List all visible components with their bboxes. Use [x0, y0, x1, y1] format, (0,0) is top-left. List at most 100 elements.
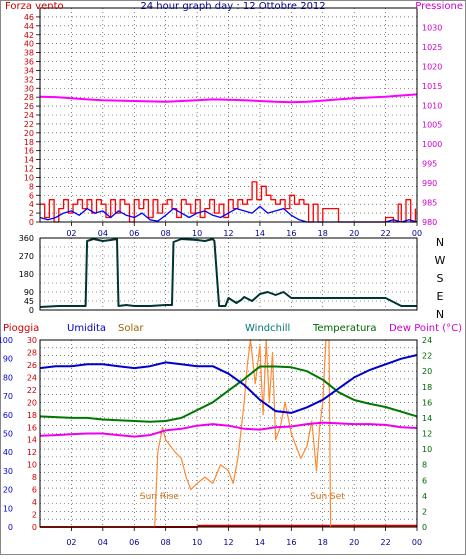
- right-tick-label: 980: [422, 218, 437, 227]
- rain-tick-label: 6: [32, 486, 37, 495]
- left-tick-label: 46: [24, 13, 34, 22]
- temperature-tick-label: 2: [422, 507, 427, 516]
- left-tick-label: 42: [24, 31, 34, 40]
- left-tick-label: 36: [24, 58, 34, 67]
- compass-label: N: [436, 236, 444, 249]
- humidity-tick-label: 0: [8, 523, 13, 532]
- x-tick-label: 04: [98, 229, 108, 238]
- x-tick-label: 18: [318, 229, 328, 238]
- humidity-tick-label: 90: [3, 355, 13, 364]
- x-tick-label: 06: [129, 538, 139, 547]
- left-tick-label: 24: [24, 111, 34, 120]
- temperature-tick-label: 12: [422, 430, 432, 439]
- temperature-tick-label: 24: [422, 336, 432, 345]
- x-tick-label: 14: [255, 229, 265, 238]
- direction-tick-label: 270: [19, 252, 34, 261]
- right-tick-label: 1015: [422, 82, 442, 91]
- rain-tick-label: 10: [27, 461, 37, 470]
- rain-header: Pioggia: [3, 323, 39, 334]
- right-tick-label: 1030: [422, 23, 442, 32]
- sunset-annotation: Sun Set: [310, 492, 345, 502]
- left-tick-label: 20: [24, 129, 34, 138]
- rain-tick-label: 22: [27, 386, 37, 395]
- x-tick-label: 20: [349, 538, 359, 547]
- left-tick-label: 6: [29, 191, 34, 200]
- humidity-tick-label: 70: [3, 392, 13, 401]
- compass-label: N: [436, 308, 444, 321]
- right-tick-label: 1010: [422, 101, 442, 110]
- x-tick-label: 12: [223, 229, 233, 238]
- left-tick-label: 18: [24, 138, 34, 147]
- compass-label: S: [437, 272, 444, 285]
- windchill-header: Windchill: [245, 323, 290, 334]
- rain-tick-label: 8: [32, 473, 37, 482]
- x-tick-label: 22: [380, 229, 390, 238]
- x-tick-label: 04: [98, 538, 108, 547]
- left-tick-label: 38: [24, 49, 34, 58]
- direction-tick-label: 90: [24, 288, 34, 297]
- temperature-tick-label: 14: [422, 414, 432, 423]
- x-tick-label: 08: [161, 229, 171, 238]
- x-tick-label: 10: [192, 229, 202, 238]
- temperature-tick-label: 6: [422, 476, 427, 485]
- rain-tick-label: 20: [27, 398, 37, 407]
- left-tick-label: 8: [29, 182, 34, 191]
- left-tick-label: 28: [24, 93, 34, 102]
- direction-tick-label: 360: [19, 234, 34, 243]
- rain-tick-label: 2: [32, 511, 37, 520]
- x-tick-label: 18: [318, 538, 328, 547]
- compass-label: W: [435, 254, 446, 267]
- left-tick-label: 12: [24, 165, 34, 174]
- rain-tick-label: 12: [27, 448, 37, 457]
- direction-panel-border: [39, 237, 418, 311]
- series-dewpoint: [39, 421, 418, 438]
- x-tick-label: 12: [223, 538, 233, 547]
- compass-label: E: [437, 290, 444, 303]
- direction-tick-label: 180: [19, 270, 34, 279]
- x-tick-label: 08: [161, 538, 171, 547]
- left-tick-label: 44: [24, 22, 34, 31]
- series-solar: [40, 339, 417, 528]
- x-tick-label: 10: [192, 538, 202, 547]
- right-tick-label: 1000: [422, 140, 442, 149]
- series-pressure: [39, 93, 418, 104]
- x-tick-label: 06: [129, 229, 139, 238]
- rain-tick-label: 30: [27, 336, 37, 345]
- rain-tick-label: 16: [27, 423, 37, 432]
- temperature-tick-label: 4: [422, 492, 427, 501]
- temperature-tick-label: 16: [422, 398, 432, 407]
- humidity-tick-label: 10: [3, 504, 13, 513]
- left-tick-label: 4: [29, 200, 34, 209]
- left-tick-label: 26: [24, 102, 34, 111]
- left-tick-label: 40: [24, 40, 34, 49]
- rain-tick-label: 14: [27, 436, 37, 445]
- temperature-tick-label: 18: [422, 383, 432, 392]
- left-axis-label: Forza vento: [5, 1, 64, 12]
- x-tick-label: 00: [412, 538, 422, 547]
- right-tick-label: 1020: [422, 62, 442, 71]
- sunrise-annotation: Sun Rise: [140, 492, 179, 502]
- humidity-tick-label: 80: [3, 373, 13, 382]
- direction-tick-label: 0: [29, 306, 34, 315]
- x-tick-label: 02: [66, 229, 76, 238]
- rain-tick-label: 18: [27, 411, 37, 420]
- humidity-tick-label: 100: [0, 336, 13, 345]
- series-gust: [40, 181, 417, 223]
- rain-tick-label: 26: [27, 361, 37, 370]
- left-tick-label: 2: [29, 209, 34, 218]
- humidity-tick-label: 60: [3, 411, 13, 420]
- rain-tick-label: 24: [27, 373, 37, 382]
- solar-header: Solar: [118, 323, 144, 334]
- x-tick-label: 00: [412, 229, 422, 238]
- right-tick-label: 990: [422, 179, 437, 188]
- humidity-tick-label: 40: [3, 448, 13, 457]
- humidity-tick-label: 30: [3, 467, 13, 476]
- left-tick-label: 10: [24, 173, 34, 182]
- temperature-tick-label: 10: [422, 445, 432, 454]
- right-tick-label: 1025: [422, 43, 442, 52]
- x-tick-label: 14: [255, 538, 265, 547]
- left-tick-label: 0: [29, 218, 34, 227]
- humidity-header: Umidita: [67, 323, 106, 334]
- x-tick-label: 16: [286, 538, 296, 547]
